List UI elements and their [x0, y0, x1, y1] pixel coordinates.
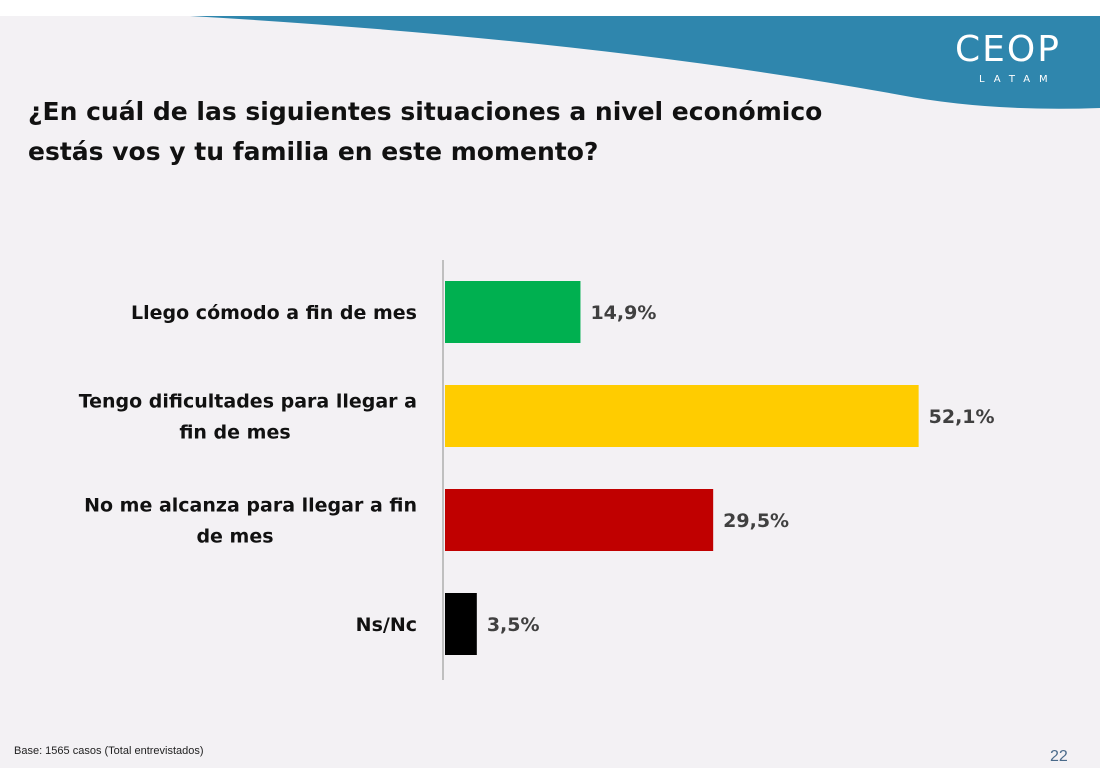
- bar: [445, 281, 581, 343]
- data-label: 3,5%: [487, 614, 540, 636]
- category-label: de mes: [196, 526, 273, 548]
- category-label: fin de mes: [179, 422, 290, 444]
- logo-text: CEOP: [955, 29, 1061, 70]
- logo-subtitle: LATAM: [979, 74, 1057, 85]
- header-decoration: [0, 0, 1100, 109]
- data-label: 14,9%: [590, 302, 656, 324]
- page-number: 22: [1050, 748, 1068, 765]
- category-label: No me alcanza para llegar a fin: [84, 495, 417, 517]
- base-footnote: Base: 1565 casos (Total entrevistados): [14, 745, 204, 757]
- bar: [445, 385, 919, 447]
- data-label: 29,5%: [723, 510, 789, 532]
- header-wave: [190, 16, 1100, 109]
- category-label: Llego cómodo a fin de mes: [131, 302, 417, 324]
- question-title: ¿En cuál de las siguientes situaciones a…: [28, 97, 823, 166]
- category-label: Ns/Nc: [356, 614, 417, 636]
- data-label: 52,1%: [929, 406, 995, 428]
- ceop-logo: CEOP LATAM: [955, 30, 1080, 90]
- category-label: Tengo dificultades para llegar a: [79, 391, 417, 413]
- bar: [445, 593, 477, 655]
- bar: [445, 489, 714, 551]
- bar-chart: 14,9% Llego cómodo a fin de mes 52,1% Tengo…: [79, 260, 995, 680]
